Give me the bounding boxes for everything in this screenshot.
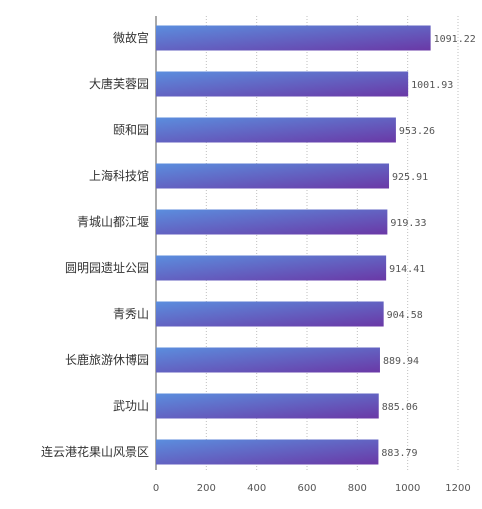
value-label: 883.79 xyxy=(381,448,417,459)
x-tick-label: 200 xyxy=(197,483,216,494)
category-label: 上海科技馆 xyxy=(89,168,149,183)
value-label: 953.26 xyxy=(399,126,435,137)
bars-group xyxy=(156,25,431,465)
category-label: 大唐芙蓉园 xyxy=(89,76,149,91)
bar xyxy=(156,439,379,465)
category-label: 青城山都江堰 xyxy=(77,215,149,229)
x-tick-label: 800 xyxy=(348,483,367,494)
value-labels: 1091.22 1001.93 953.26 925.91 919.33 914.41 90… xyxy=(381,34,475,459)
bar xyxy=(156,117,396,143)
category-label: 圆明园遗址公园 xyxy=(65,261,149,275)
value-label: 925.91 xyxy=(392,172,428,183)
category-label: 微故宫 xyxy=(113,30,149,45)
value-label: 1001.93 xyxy=(411,80,453,91)
category-label: 青秀山 xyxy=(113,307,149,321)
bar xyxy=(156,71,409,97)
value-label: 1091.22 xyxy=(434,34,476,45)
bar xyxy=(156,301,384,327)
value-label: 885.06 xyxy=(382,402,418,413)
x-axis-ticks: 0 200 400 600 800 1000 1200 xyxy=(153,483,471,494)
category-labels: 微故宫大唐芙蓉园颐和园上海科技馆青城山都江堰圆明园遗址公园青秀山长鹿旅游休博园武… xyxy=(41,30,149,459)
category-label: 武功山 xyxy=(113,399,149,413)
bar xyxy=(156,347,380,373)
value-label: 914.41 xyxy=(389,264,425,275)
bar xyxy=(156,25,431,51)
x-tick-label: 0 xyxy=(153,483,159,494)
bar xyxy=(156,163,390,189)
x-tick-label: 400 xyxy=(247,483,266,494)
x-tick-label: 1000 xyxy=(395,483,420,494)
value-label: 919.33 xyxy=(390,218,426,229)
value-label: 889.94 xyxy=(383,356,419,367)
value-label: 904.58 xyxy=(387,310,423,321)
bar xyxy=(156,393,379,419)
x-tick-label: 1200 xyxy=(445,483,470,494)
x-tick-label: 600 xyxy=(297,483,316,494)
category-label: 颐和园 xyxy=(113,123,149,137)
category-label: 连云港花果山风景区 xyxy=(41,444,149,459)
bar xyxy=(156,209,388,235)
category-label: 长鹿旅游休博园 xyxy=(65,352,149,367)
bar xyxy=(156,255,387,281)
